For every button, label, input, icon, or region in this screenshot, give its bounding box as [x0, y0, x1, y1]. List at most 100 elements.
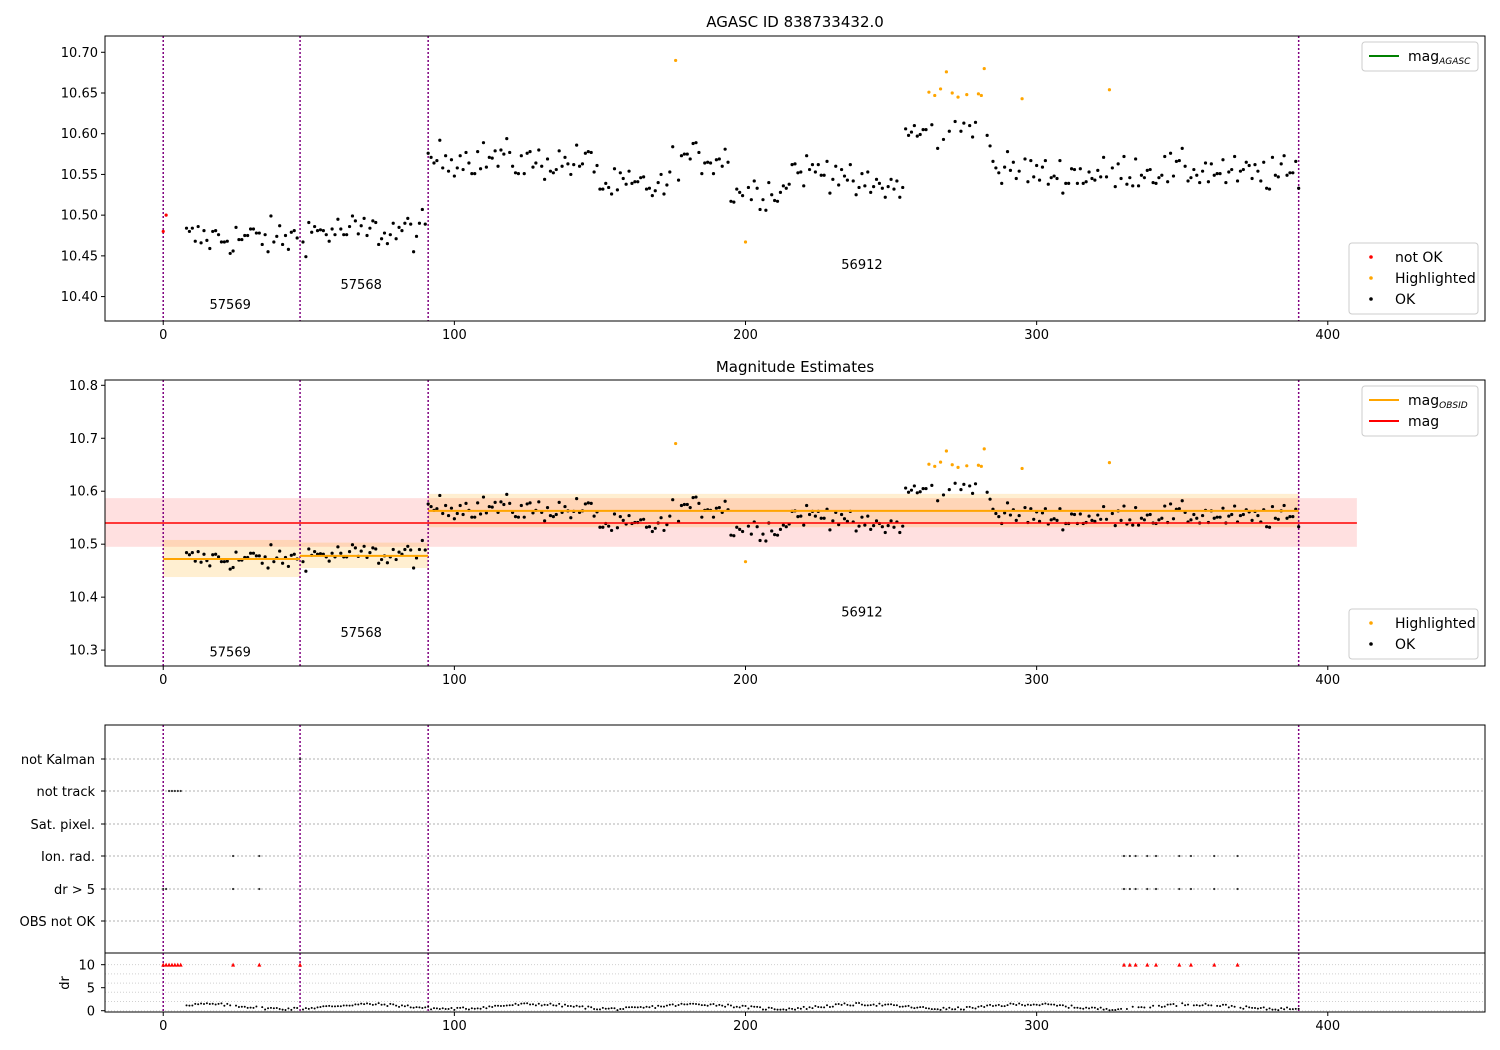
- ok-point: [1267, 525, 1272, 529]
- dr-point: [205, 1002, 208, 1005]
- ok-point: [438, 138, 442, 142]
- ok-point: [575, 143, 579, 147]
- dr-point: [654, 1007, 657, 1010]
- ok-point: [345, 233, 349, 237]
- ok-point: [962, 121, 966, 125]
- ok-point: [883, 530, 887, 535]
- dr-point: [1259, 1006, 1262, 1009]
- ok-point: [735, 525, 739, 529]
- ok-point: [1145, 513, 1149, 517]
- ok-point: [857, 185, 861, 190]
- ok-point: [481, 141, 486, 145]
- ok-point: [513, 171, 518, 175]
- ok-point: [685, 152, 689, 156]
- ok-point: [837, 522, 841, 527]
- ok-point: [775, 533, 780, 537]
- ok-point: [374, 547, 378, 551]
- ok-point: [607, 185, 611, 190]
- flag-point: [1236, 887, 1239, 891]
- dr-point: [700, 1004, 703, 1007]
- ok-point: [915, 134, 919, 138]
- ok-point: [711, 515, 716, 519]
- dr-point: [651, 1004, 654, 1007]
- ok-point: [260, 242, 264, 247]
- legend-agasc-lower: not OK Highlighted OK: [1348, 242, 1479, 315]
- dr-point: [211, 1002, 214, 1005]
- dr-point: [811, 1007, 814, 1010]
- dr-point: [1053, 1003, 1056, 1006]
- ok-point: [1061, 528, 1065, 532]
- dr-point: [770, 1007, 773, 1010]
- dr-point: [555, 1004, 558, 1007]
- ok-point: [1235, 179, 1240, 183]
- dr-point: [514, 1002, 517, 1005]
- not-ok-point: [164, 213, 168, 217]
- dr-point: [1207, 1004, 1210, 1007]
- ok-point: [583, 151, 587, 155]
- ok-point: [490, 505, 494, 509]
- dr-point: [727, 1003, 730, 1006]
- ok-point: [467, 161, 471, 165]
- ok-point: [406, 544, 410, 548]
- dr-point: [747, 1007, 750, 1010]
- ok-point: [278, 549, 282, 553]
- legend-label: Highlighted: [1395, 616, 1476, 632]
- dr-capped-marker: [1133, 962, 1138, 967]
- ok-point: [231, 249, 235, 253]
- ok-point: [353, 546, 357, 550]
- dr-point: [721, 1004, 724, 1007]
- dr-point: [552, 1004, 555, 1007]
- ok-point: [1221, 158, 1225, 162]
- ok-point: [735, 187, 739, 191]
- ok-point: [1090, 176, 1094, 181]
- ok-point: [962, 482, 966, 486]
- ok-point: [609, 192, 614, 196]
- highlighted-point: [1020, 466, 1024, 471]
- dr-point: [252, 1006, 255, 1009]
- dr-point: [444, 1008, 447, 1011]
- dr-point: [566, 1005, 569, 1008]
- dr-point: [380, 1003, 383, 1006]
- ok-point: [700, 515, 704, 519]
- dr-point: [872, 1003, 875, 1006]
- dr-point: [217, 1002, 220, 1005]
- dr-point: [951, 1008, 954, 1011]
- ok-point: [778, 527, 783, 531]
- ok-point: [647, 186, 652, 190]
- ok-point: [1221, 506, 1225, 510]
- ok-point: [211, 553, 215, 557]
- dr-point: [738, 1006, 741, 1009]
- dr-point: [1021, 1003, 1024, 1006]
- dr-point: [1105, 1007, 1108, 1010]
- dr-point: [491, 1005, 494, 1008]
- ok-point: [1087, 170, 1091, 174]
- ok-point: [805, 503, 809, 508]
- ok-point: [615, 526, 620, 530]
- flag-point: [173, 789, 176, 793]
- dr-point: [692, 1002, 695, 1005]
- ok-point: [1288, 171, 1292, 175]
- dr-point: [718, 1003, 721, 1006]
- ok-point: [1122, 504, 1126, 508]
- dr-point: [593, 1008, 596, 1011]
- ok-point: [301, 560, 305, 564]
- ok-point: [257, 554, 261, 558]
- ok-point: [1259, 179, 1263, 183]
- ok-point: [222, 560, 226, 564]
- dr-point: [1172, 1002, 1175, 1005]
- dr-point: [386, 1005, 389, 1008]
- dr-point: [488, 1005, 491, 1008]
- ok-point: [872, 524, 876, 528]
- highlighted-point: [950, 91, 954, 95]
- ok-point: [307, 547, 311, 551]
- ok-point: [205, 238, 209, 242]
- x-tick-label: 300: [1024, 1019, 1049, 1034]
- ok-point: [1113, 524, 1117, 528]
- dr-point: [363, 1003, 366, 1006]
- ok-point: [796, 171, 800, 175]
- ok-point: [1180, 499, 1184, 503]
- dr-point: [389, 1002, 392, 1005]
- dr-point: [1192, 1004, 1195, 1007]
- ok-point: [682, 152, 686, 156]
- dr-point: [432, 1007, 435, 1010]
